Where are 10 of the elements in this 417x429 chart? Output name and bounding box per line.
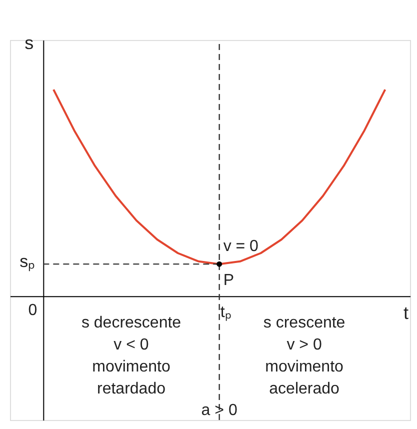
text: a > 0 (201, 402, 238, 419)
text: tₚ (220, 304, 231, 322)
x-axis-title: t (403, 303, 409, 324)
text: 0 (28, 302, 38, 320)
text: s crescente v > 0 movimento acelerado (263, 314, 346, 398)
annotation: v = 0 (223, 238, 259, 256)
text: s decrescente v < 0 movimento retardado (81, 314, 182, 398)
ref-line-label: sₚ (20, 252, 36, 272)
annotation: P (223, 272, 234, 290)
y-axis-title: s (24, 33, 34, 53)
